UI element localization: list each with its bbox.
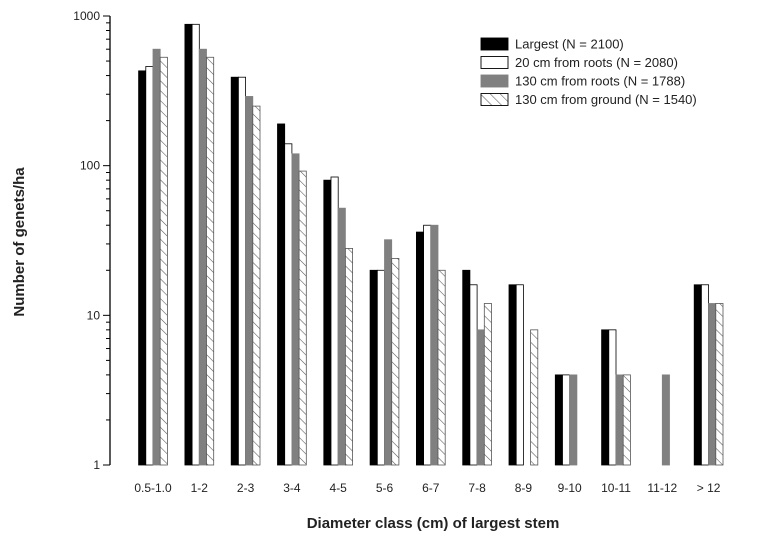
x-axis-title: Diameter class (cm) of largest stem [307, 515, 560, 532]
x-tick-label: 2-3 [237, 481, 255, 495]
bar-s3-1 [206, 56, 215, 466]
y-tick-label: 10 [87, 308, 101, 322]
bar-s0-2 [230, 76, 239, 466]
bar-s0-9 [554, 374, 563, 466]
x-tick-label: 1-2 [191, 481, 209, 495]
bar-s3-5 [391, 258, 400, 466]
y-tick-label: 100 [80, 159, 100, 173]
bar-s1-0 [145, 66, 154, 466]
bar-s3-8 [530, 329, 539, 466]
bar-s2-7 [476, 329, 485, 466]
legend-label-3: 130 cm from ground (N = 1540) [515, 92, 697, 107]
bar-s0-5 [369, 269, 378, 466]
legend-label-1: 20 cm from roots (N = 2080) [515, 55, 678, 70]
axes-layer [103, 15, 111, 466]
bar-s2-4 [337, 207, 346, 466]
bar-s3-10 [622, 374, 631, 466]
x-tick-label: 11-12 [647, 481, 677, 495]
bar-s0-8 [508, 284, 517, 466]
bar-s2-5 [384, 239, 393, 466]
bars-layer [138, 23, 724, 466]
legend-swatch-1 [480, 56, 509, 69]
bar-s0-0 [138, 70, 147, 466]
bar-s1-7 [469, 284, 478, 466]
bar-s2-2 [245, 96, 254, 466]
bar-s0-6 [415, 231, 424, 466]
bar-s2-11 [661, 374, 670, 466]
bar-s1-3 [284, 143, 293, 466]
bar-s1-2 [237, 76, 246, 466]
bar-s1-10 [608, 329, 617, 466]
bar-s1-12 [701, 284, 710, 466]
bar-s1-9 [562, 374, 571, 466]
bar-s0-10 [601, 329, 610, 466]
x-tick-label: 10-11 [601, 481, 631, 495]
x-tick-label: 6-7 [422, 481, 440, 495]
legend-label-2: 130 cm from roots (N = 1788) [515, 74, 685, 89]
bar-s2-9 [569, 374, 578, 466]
y-tick-label: 1000 [73, 9, 100, 23]
bar-s1-5 [376, 269, 385, 466]
x-tick-label: 5-6 [376, 481, 394, 495]
bar-s0-4 [323, 179, 332, 466]
legend-swatch-2 [480, 74, 509, 88]
legend-swatch-3 [480, 93, 509, 106]
y-axis-title: Number of genets/ha [11, 167, 28, 317]
bar-s2-1 [198, 48, 207, 466]
bar-s1-4 [330, 176, 339, 466]
bar-s3-7 [483, 303, 492, 466]
bar-s3-0 [159, 56, 168, 466]
bar-s0-7 [462, 269, 471, 466]
x-tick-label: 9-10 [558, 481, 582, 495]
x-tick-label: 0.5-1.0 [134, 481, 172, 495]
bar-s3-6 [437, 269, 446, 466]
bar-s0-3 [277, 123, 286, 466]
bar-s0-1 [184, 23, 193, 466]
x-tick-label: 7-8 [468, 481, 486, 495]
bar-s1-8 [515, 284, 524, 466]
x-tick-label: 3-4 [283, 481, 301, 495]
bar-s2-3 [291, 153, 300, 466]
bar-s2-12 [708, 303, 717, 466]
x-tick-label: 4-5 [330, 481, 348, 495]
x-tick-label: 8-9 [515, 481, 533, 495]
bar-s0-12 [693, 284, 702, 466]
bar-s3-12 [715, 303, 724, 466]
bar-s2-6 [430, 224, 439, 466]
bar-s3-4 [344, 248, 353, 466]
labels-layer: 1 10 100 1000 0.5-1.0 1-2 2-3 3-4 4-5 5-6 6-7 7-8 8-… [73, 9, 720, 495]
bar-s3-3 [298, 170, 307, 466]
bar-s2-0 [152, 48, 161, 466]
bar-s3-2 [252, 105, 261, 466]
y-tick-label: 1 [93, 458, 100, 472]
x-tick-label: > 12 [697, 481, 721, 495]
bar-s1-6 [423, 224, 432, 466]
bar-s1-1 [191, 23, 200, 466]
legend: Largest (N = 2100) 20 cm from roots (N = … [480, 37, 697, 107]
legend-swatch-0 [480, 37, 509, 51]
bar-s2-10 [615, 374, 624, 466]
legend-label-0: Largest (N = 2100) [515, 37, 624, 52]
